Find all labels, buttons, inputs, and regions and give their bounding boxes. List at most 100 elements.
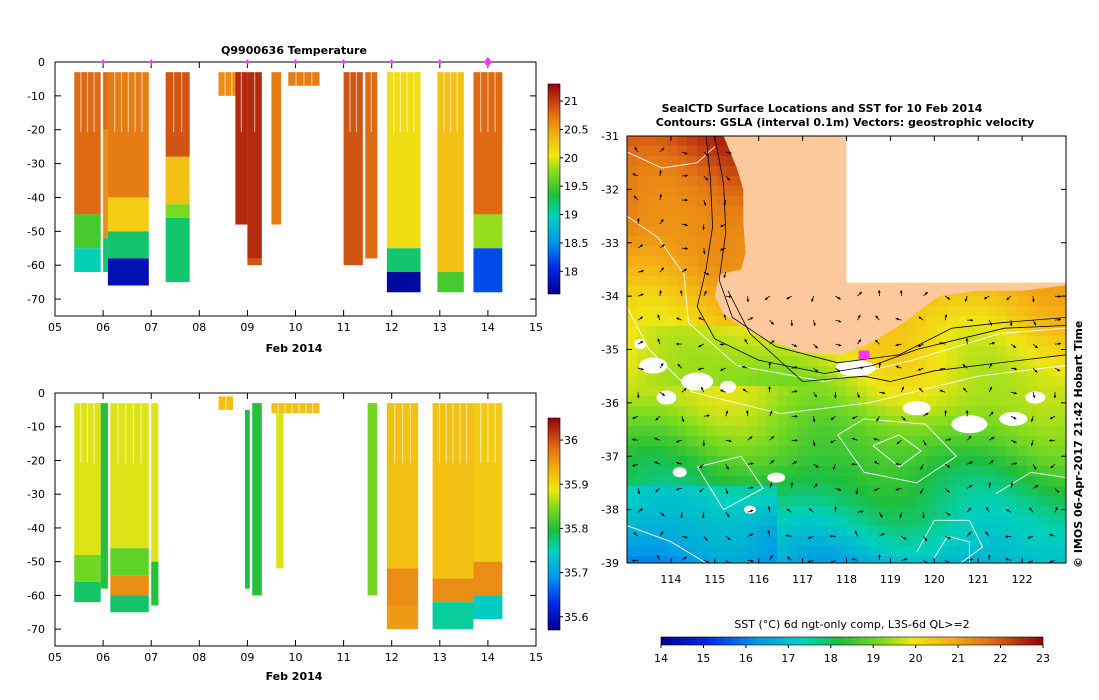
- sst-cell: [687, 536, 698, 547]
- sst-cell: [747, 546, 758, 557]
- sst-cell: [807, 406, 818, 417]
- sst-cell: [927, 486, 938, 497]
- sst-cell: [747, 336, 758, 347]
- profile-marker: [437, 59, 442, 65]
- sst-cell: [797, 536, 808, 547]
- temp-cb-tick-label: 20: [564, 152, 578, 165]
- sst-cell: [727, 396, 738, 407]
- map-lon-tick-label: 120: [924, 573, 945, 586]
- velocity-arrowhead: [631, 559, 635, 563]
- sst-cell: [1037, 366, 1048, 377]
- sst-cell: [737, 506, 748, 517]
- sal-profile-3-seg-0: [151, 403, 159, 562]
- velocity-arrowhead: [633, 195, 637, 199]
- sst-cell: [647, 456, 658, 467]
- sst-cell: [747, 396, 758, 407]
- sst-cell: [927, 456, 938, 467]
- sst-cell: [907, 556, 918, 563]
- sst-cell: [1017, 436, 1028, 447]
- sst-cell: [677, 536, 688, 547]
- sst-cell: [857, 476, 868, 487]
- velocity-arrowhead: [947, 296, 951, 300]
- sst-cell: [847, 466, 858, 477]
- sst-cell: [737, 206, 748, 217]
- sal-y-tick-label: -40: [27, 522, 45, 535]
- sst-cell: [657, 196, 668, 207]
- sst-cell: [647, 306, 658, 317]
- sst-cell: [807, 546, 818, 557]
- sst-cell: [757, 456, 768, 467]
- sst-cell: [967, 516, 978, 527]
- sst-cell: [727, 376, 738, 387]
- velocity-arrowhead: [749, 436, 753, 440]
- sst-cell: [627, 176, 638, 187]
- sst-cell: [827, 426, 838, 437]
- temp-y-tick-label: -70: [27, 293, 45, 306]
- sst-cell: [767, 486, 778, 497]
- sst-cell: [717, 336, 728, 347]
- sst-cell: [957, 486, 968, 497]
- sst-cell: [1047, 326, 1058, 337]
- velocity-arrowhead: [1030, 443, 1034, 446]
- cloud-patch: [951, 415, 988, 434]
- velocity-arrowhead: [786, 556, 790, 560]
- sst-cell: [777, 356, 788, 367]
- sst-cell: [1017, 476, 1028, 487]
- sst-cell: [877, 366, 888, 377]
- sst-cell: [807, 476, 818, 487]
- sst-cell: [1037, 426, 1048, 437]
- sst-cell: [627, 186, 638, 197]
- sst-cell: [1047, 416, 1058, 427]
- sst-cell: [767, 386, 778, 397]
- velocity-arrowhead: [659, 194, 662, 198]
- sst-cell: [907, 546, 918, 557]
- sst-cell: [757, 336, 768, 347]
- salinity-x-axis: 05 06 07 08 09 10 11 12 13 14 15: [48, 393, 543, 664]
- sst-cell: [957, 436, 968, 447]
- sst-cell: [627, 506, 638, 517]
- sst-cell: [787, 416, 798, 427]
- velocity-arrowhead: [875, 339, 879, 343]
- sst-cell: [1017, 496, 1028, 507]
- sst-cell: [627, 246, 638, 257]
- velocity-arrowhead: [661, 393, 665, 396]
- velocity-arrowhead: [725, 491, 729, 494]
- sst-cell: [987, 376, 998, 387]
- sst-cell: [647, 136, 658, 147]
- sst-cell: [787, 536, 798, 547]
- velocity-arrowhead: [899, 515, 903, 519]
- sst-cell: [937, 376, 948, 387]
- sst-cell: [817, 546, 828, 557]
- sst-cell: [687, 176, 698, 187]
- sst-cell: [797, 416, 808, 427]
- sst-cell: [887, 366, 898, 377]
- sst-cell: [677, 156, 688, 167]
- sst-cell: [957, 556, 968, 563]
- sst-cell: [1047, 556, 1058, 563]
- velocity-arrowhead: [639, 316, 643, 320]
- sst-cell: [697, 206, 708, 217]
- sal-profile-8-seg-0: [276, 413, 284, 569]
- sst-cell: [957, 356, 968, 367]
- sst-cell: [627, 416, 638, 427]
- temp-profile-0-seg-2: [74, 248, 101, 272]
- sst-cell: [667, 366, 678, 377]
- velocity-arrowhead: [661, 513, 665, 517]
- sst-cell: [667, 156, 678, 167]
- sst-cell: [667, 326, 678, 337]
- velocity-arrowhead: [771, 436, 775, 439]
- sst-cell: [717, 226, 728, 237]
- sst-cell: [1017, 546, 1028, 557]
- sst-cell: [997, 306, 1008, 317]
- sst-cell: [657, 256, 668, 267]
- temp-cb-tick-label: 21: [564, 95, 578, 108]
- sst-cell: [657, 346, 668, 357]
- sst-cell: [1047, 336, 1058, 347]
- velocity-arrowhead: [939, 389, 943, 393]
- velocity-arrowhead: [684, 223, 688, 227]
- velocity-arrowhead: [1058, 318, 1061, 322]
- sst-cell: [897, 556, 908, 563]
- sst-cell: [717, 426, 728, 437]
- sst-cell: [637, 256, 648, 267]
- sst-cell: [927, 416, 938, 427]
